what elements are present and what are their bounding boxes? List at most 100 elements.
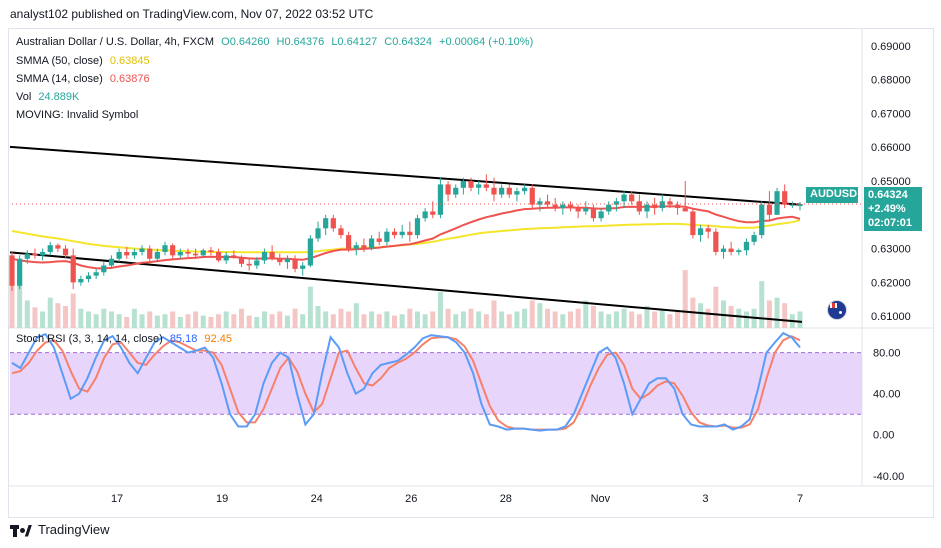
rsi-label: Stoch RSI (3, 3, 14, 14, close) bbox=[16, 333, 163, 345]
volume-bar bbox=[63, 305, 69, 328]
last-price: 0.64324 bbox=[868, 189, 908, 201]
volume-bar bbox=[422, 314, 428, 328]
candle-body bbox=[361, 245, 367, 249]
volume-bar bbox=[40, 311, 46, 328]
candle-body bbox=[101, 265, 107, 273]
candle-body bbox=[621, 194, 627, 202]
candle-body bbox=[751, 235, 757, 242]
volume-bar bbox=[598, 311, 604, 328]
candle-body bbox=[407, 231, 413, 236]
time-tick-label: Nov bbox=[591, 493, 611, 505]
candle-body bbox=[491, 187, 497, 195]
change-value: +0.00064 (+0.10%) bbox=[439, 36, 534, 48]
legend-stoch-rsi[interactable]: Stoch RSI (3, 3, 14, 14, close) 85.18 92… bbox=[16, 333, 232, 345]
volume-bar bbox=[170, 311, 176, 328]
volume-bar bbox=[246, 315, 252, 328]
candle-body bbox=[583, 208, 589, 212]
volume-bar bbox=[108, 311, 114, 328]
price-tick-label: 0.65000 bbox=[871, 176, 911, 188]
legend-moving[interactable]: MOVING: Invalid Symbol bbox=[16, 109, 138, 121]
candle-body bbox=[476, 184, 482, 188]
volume-bar bbox=[307, 286, 313, 328]
volume-bar bbox=[261, 311, 267, 328]
rsi-tick-label: -40.00 bbox=[873, 471, 904, 483]
close-value: C0.64324 bbox=[384, 36, 432, 48]
publisher-note: analyst102 published on TradingView.com,… bbox=[10, 7, 374, 21]
candle-body bbox=[468, 181, 474, 188]
volume-bar bbox=[177, 316, 183, 328]
sma14-line bbox=[11, 205, 801, 270]
volume-bar bbox=[713, 286, 719, 328]
volume-bar bbox=[292, 308, 298, 328]
time-tick-label: 24 bbox=[311, 493, 323, 505]
legend-sma50[interactable]: SMMA (50, close) 0.63845 bbox=[16, 55, 150, 67]
price-tick-label: 0.68000 bbox=[871, 75, 911, 87]
high-value: H0.64376 bbox=[276, 36, 325, 48]
candle-body bbox=[567, 204, 574, 209]
candle-body bbox=[453, 187, 459, 195]
volume-bar bbox=[675, 311, 681, 328]
candle-body bbox=[254, 260, 260, 266]
volume-bar bbox=[300, 314, 306, 328]
rsi-tick-label: 40.00 bbox=[873, 389, 901, 401]
volume-bar bbox=[185, 314, 191, 328]
candle-body bbox=[162, 245, 168, 252]
volume-bar bbox=[384, 311, 390, 328]
candle-body bbox=[537, 201, 543, 205]
volume-bar bbox=[437, 292, 443, 328]
rsi-band bbox=[10, 352, 862, 415]
candles bbox=[9, 174, 803, 291]
candle-body bbox=[124, 251, 130, 256]
rsi-axis: 80.00 40.00 0.00 -40.00 bbox=[873, 348, 904, 483]
volume-bar bbox=[476, 311, 482, 328]
candle-body bbox=[590, 208, 597, 219]
volume-bar bbox=[323, 311, 329, 328]
volume-bar bbox=[361, 314, 367, 328]
volume-bar bbox=[659, 308, 665, 328]
sma50-line bbox=[11, 219, 801, 254]
candle-body bbox=[736, 250, 742, 252]
time-tick-label: 17 bbox=[111, 493, 123, 505]
candle-body bbox=[307, 238, 313, 266]
candle-body bbox=[185, 251, 191, 254]
legend-sma14[interactable]: SMMA (14, close) 0.63876 bbox=[16, 73, 150, 85]
volume-bar bbox=[269, 314, 275, 328]
upper-trendline bbox=[9, 145, 801, 206]
volume-bars bbox=[9, 266, 803, 328]
candle-body bbox=[200, 250, 206, 256]
volume-bar bbox=[766, 300, 772, 328]
volume-bar bbox=[698, 303, 704, 328]
candle-body bbox=[40, 251, 46, 256]
candle-body bbox=[575, 208, 581, 212]
candle-body bbox=[231, 255, 237, 258]
candle-body bbox=[55, 245, 61, 249]
sma14-path bbox=[11, 205, 801, 270]
volume-bar bbox=[239, 308, 245, 328]
volume-bar bbox=[147, 311, 153, 328]
candle-body bbox=[376, 238, 382, 242]
flag-icon[interactable] bbox=[827, 300, 847, 320]
volume-bar bbox=[200, 315, 206, 328]
volume-bar bbox=[575, 308, 581, 328]
candle-body bbox=[629, 194, 635, 202]
volume-bar bbox=[407, 308, 413, 328]
candle-body bbox=[445, 184, 451, 195]
legend-volume[interactable]: Vol 24.889K bbox=[16, 91, 79, 103]
price-tick-label: 0.61000 bbox=[871, 311, 911, 323]
candle-body bbox=[223, 255, 229, 261]
volume-bar bbox=[736, 308, 742, 328]
volume-bar bbox=[468, 308, 474, 328]
volume-bar bbox=[124, 316, 130, 328]
candle-body bbox=[330, 218, 336, 229]
candle-body bbox=[78, 279, 84, 283]
volume-bar bbox=[24, 300, 30, 328]
rsi-k-value: 85.18 bbox=[169, 333, 198, 345]
candle-body bbox=[368, 238, 375, 249]
stoch-rsi-pane bbox=[10, 331, 862, 432]
volume-bar bbox=[55, 303, 61, 328]
volume-bar bbox=[162, 314, 168, 328]
volume-bar bbox=[193, 311, 199, 328]
candle-body bbox=[636, 201, 642, 212]
candle-body bbox=[108, 258, 115, 266]
